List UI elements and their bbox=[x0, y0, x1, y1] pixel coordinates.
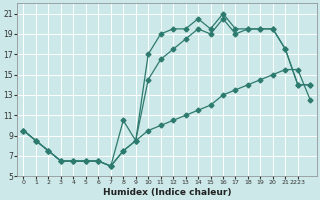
X-axis label: Humidex (Indice chaleur): Humidex (Indice chaleur) bbox=[103, 188, 231, 197]
